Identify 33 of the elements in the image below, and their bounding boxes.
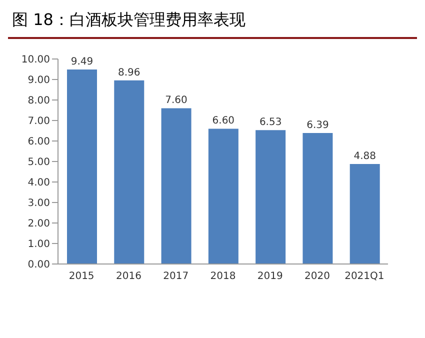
x-tick-label: 2015	[68, 271, 94, 282]
bar	[208, 128, 238, 264]
y-tick-label: 4.00	[28, 178, 50, 189]
x-tick-label: 2020	[304, 271, 330, 282]
y-tick-label: 6.00	[28, 136, 50, 148]
data-label: 6.53	[259, 117, 282, 128]
y-tick-label: 9.00	[28, 75, 50, 86]
bar	[302, 133, 333, 264]
y-tick-label: 10.00	[21, 54, 50, 66]
bar	[67, 69, 97, 264]
chart-title: 图 18：白酒板块管理费用率表现	[8, 8, 417, 39]
y-tick-label: 1.00	[28, 239, 50, 250]
y-tick-label: 2.00	[28, 218, 50, 230]
data-label: 6.39	[306, 120, 329, 132]
y-tick-label: 8.00	[28, 96, 50, 107]
data-label: 8.96	[118, 67, 140, 78]
x-tick-label: 2021Q1	[344, 271, 384, 282]
x-tick-label: 2016	[116, 271, 142, 282]
y-tick-label: 0.00	[28, 260, 50, 271]
y-tick-label: 7.00	[28, 116, 50, 128]
bar	[161, 108, 192, 264]
x-tick-label: 2018	[210, 271, 236, 282]
data-label: 7.60	[165, 95, 188, 106]
data-label: 6.60	[212, 116, 235, 127]
data-label: 4.88	[354, 150, 376, 162]
bar	[114, 80, 144, 264]
y-tick-label: 5.00	[28, 157, 50, 168]
data-label: 9.49	[70, 56, 94, 68]
x-tick-label: 2019	[257, 271, 283, 282]
bar	[256, 130, 286, 264]
bar	[350, 164, 380, 264]
x-tick-label: 2017	[163, 271, 189, 282]
y-tick-label: 3.00	[28, 198, 50, 210]
